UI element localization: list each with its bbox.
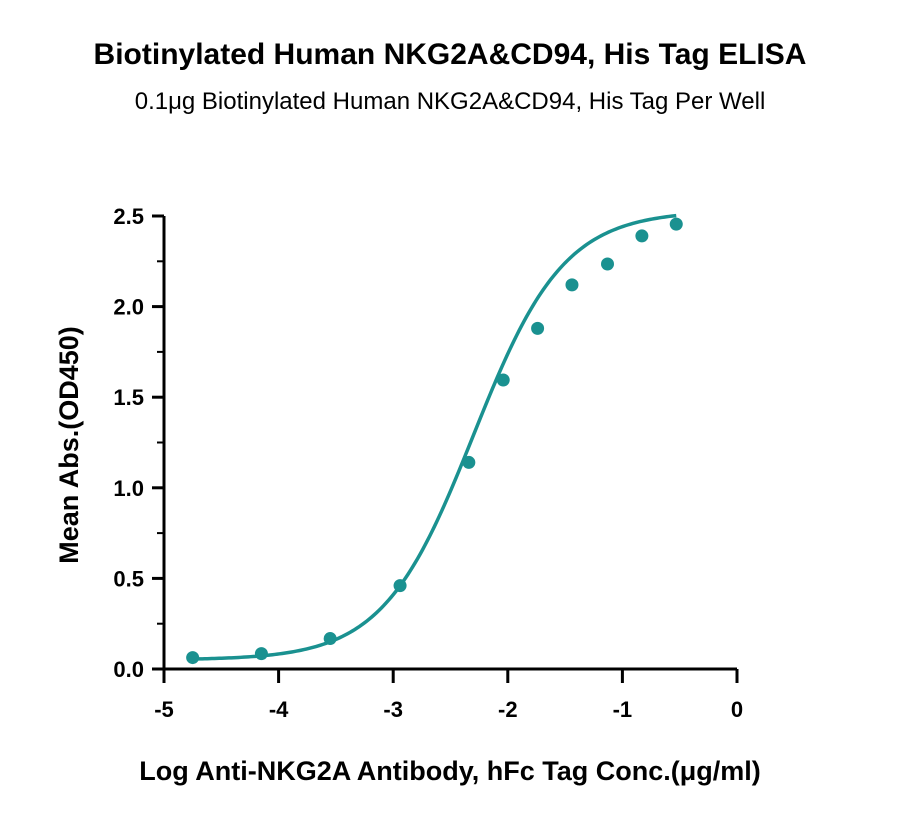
- data-point: [531, 321, 545, 335]
- data-point: [186, 651, 200, 665]
- x-tick-label: -2: [498, 697, 518, 722]
- x-tick-label: -5: [154, 697, 174, 722]
- fit-curve: [192, 213, 677, 661]
- data-point: [393, 579, 407, 593]
- data-points: [186, 217, 683, 665]
- y-tick-label: 0.5: [113, 566, 144, 591]
- axes: [152, 214, 739, 683]
- data-point: [323, 632, 337, 646]
- x-tick-label: -3: [383, 697, 403, 722]
- data-point: [496, 373, 510, 387]
- x-tick-label: -1: [613, 697, 633, 722]
- data-point: [462, 455, 476, 469]
- data-point: [669, 217, 683, 231]
- y-tick-label: 1.0: [113, 476, 144, 501]
- data-point: [565, 278, 579, 292]
- y-axis-title: Mean Abs.(OD450): [54, 326, 84, 564]
- y-tick-label: 0.0: [113, 657, 144, 682]
- data-point: [601, 257, 615, 271]
- tick-labels: 0.0 0.5 1.0 1.5 2.0 2.5 -5 -4 -3 -2 -1 0: [113, 204, 743, 722]
- fit-curve-layer: [192, 213, 677, 661]
- y-tick-label: 2.0: [113, 295, 144, 320]
- y-tick-label: 2.5: [113, 204, 144, 229]
- chart-title: Biotinylated Human NKG2A&CD94, His Tag E…: [93, 38, 807, 71]
- data-point: [254, 647, 268, 661]
- y-tick-label: 1.5: [113, 385, 144, 410]
- x-tick-label: -4: [269, 697, 289, 722]
- chart-subtitle: 0.1μg Biotinylated Human NKG2A&CD94, His…: [134, 88, 766, 115]
- x-axis-title: Log Anti-NKG2A Antibody, hFc Tag Conc.(μ…: [139, 756, 760, 786]
- data-point: [635, 229, 649, 243]
- x-tick-label: 0: [731, 697, 743, 722]
